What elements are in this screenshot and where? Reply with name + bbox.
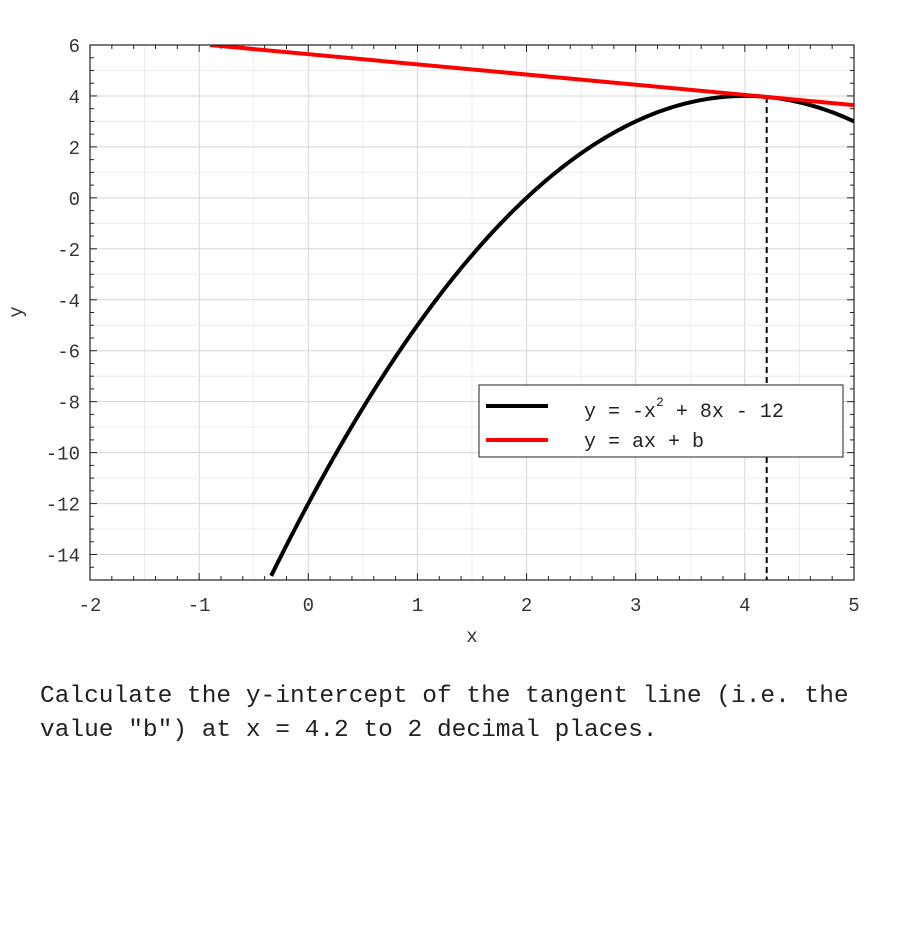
y-tick-label: -14 [46, 546, 80, 568]
x-tick-label: 1 [412, 595, 423, 617]
y-axis-title: y [6, 306, 28, 317]
x-tick-label: 5 [848, 595, 859, 617]
x-tick-label: 3 [630, 595, 641, 617]
legend: y = -x2 + 8x - 12 y = ax + b [478, 384, 844, 458]
y-tick-label: 6 [69, 36, 80, 58]
legend-box [478, 384, 844, 458]
y-tick-label: -2 [57, 240, 80, 262]
y-tick-label: 0 [69, 189, 80, 211]
y-tick-label: -8 [57, 393, 80, 415]
legend-label-tangent: y = ax + b [584, 431, 704, 454]
plot-frame [89, 44, 855, 581]
x-tick-label: 0 [303, 595, 314, 617]
y-tick-label: -6 [57, 342, 80, 364]
y-tick-label: -12 [46, 495, 80, 517]
y-tick-label: 2 [69, 138, 80, 160]
tangent-line [209, 45, 854, 108]
x-tick-label: -1 [188, 595, 211, 617]
y-tick-label: -10 [46, 444, 80, 466]
x-tick-label: 4 [739, 595, 750, 617]
x-tick-label: -2 [79, 595, 102, 617]
x-axis-title: x [466, 626, 477, 648]
y-tick-label: 4 [69, 87, 80, 109]
legend-label-parabola: y = -x2 + 8x - 12 [584, 395, 784, 424]
x-tick-label: 2 [521, 595, 532, 617]
y-tick-label: -4 [57, 291, 80, 313]
plot-series [209, 45, 854, 580]
question-text: Calculate the y-intercept of the tangent… [40, 683, 849, 744]
